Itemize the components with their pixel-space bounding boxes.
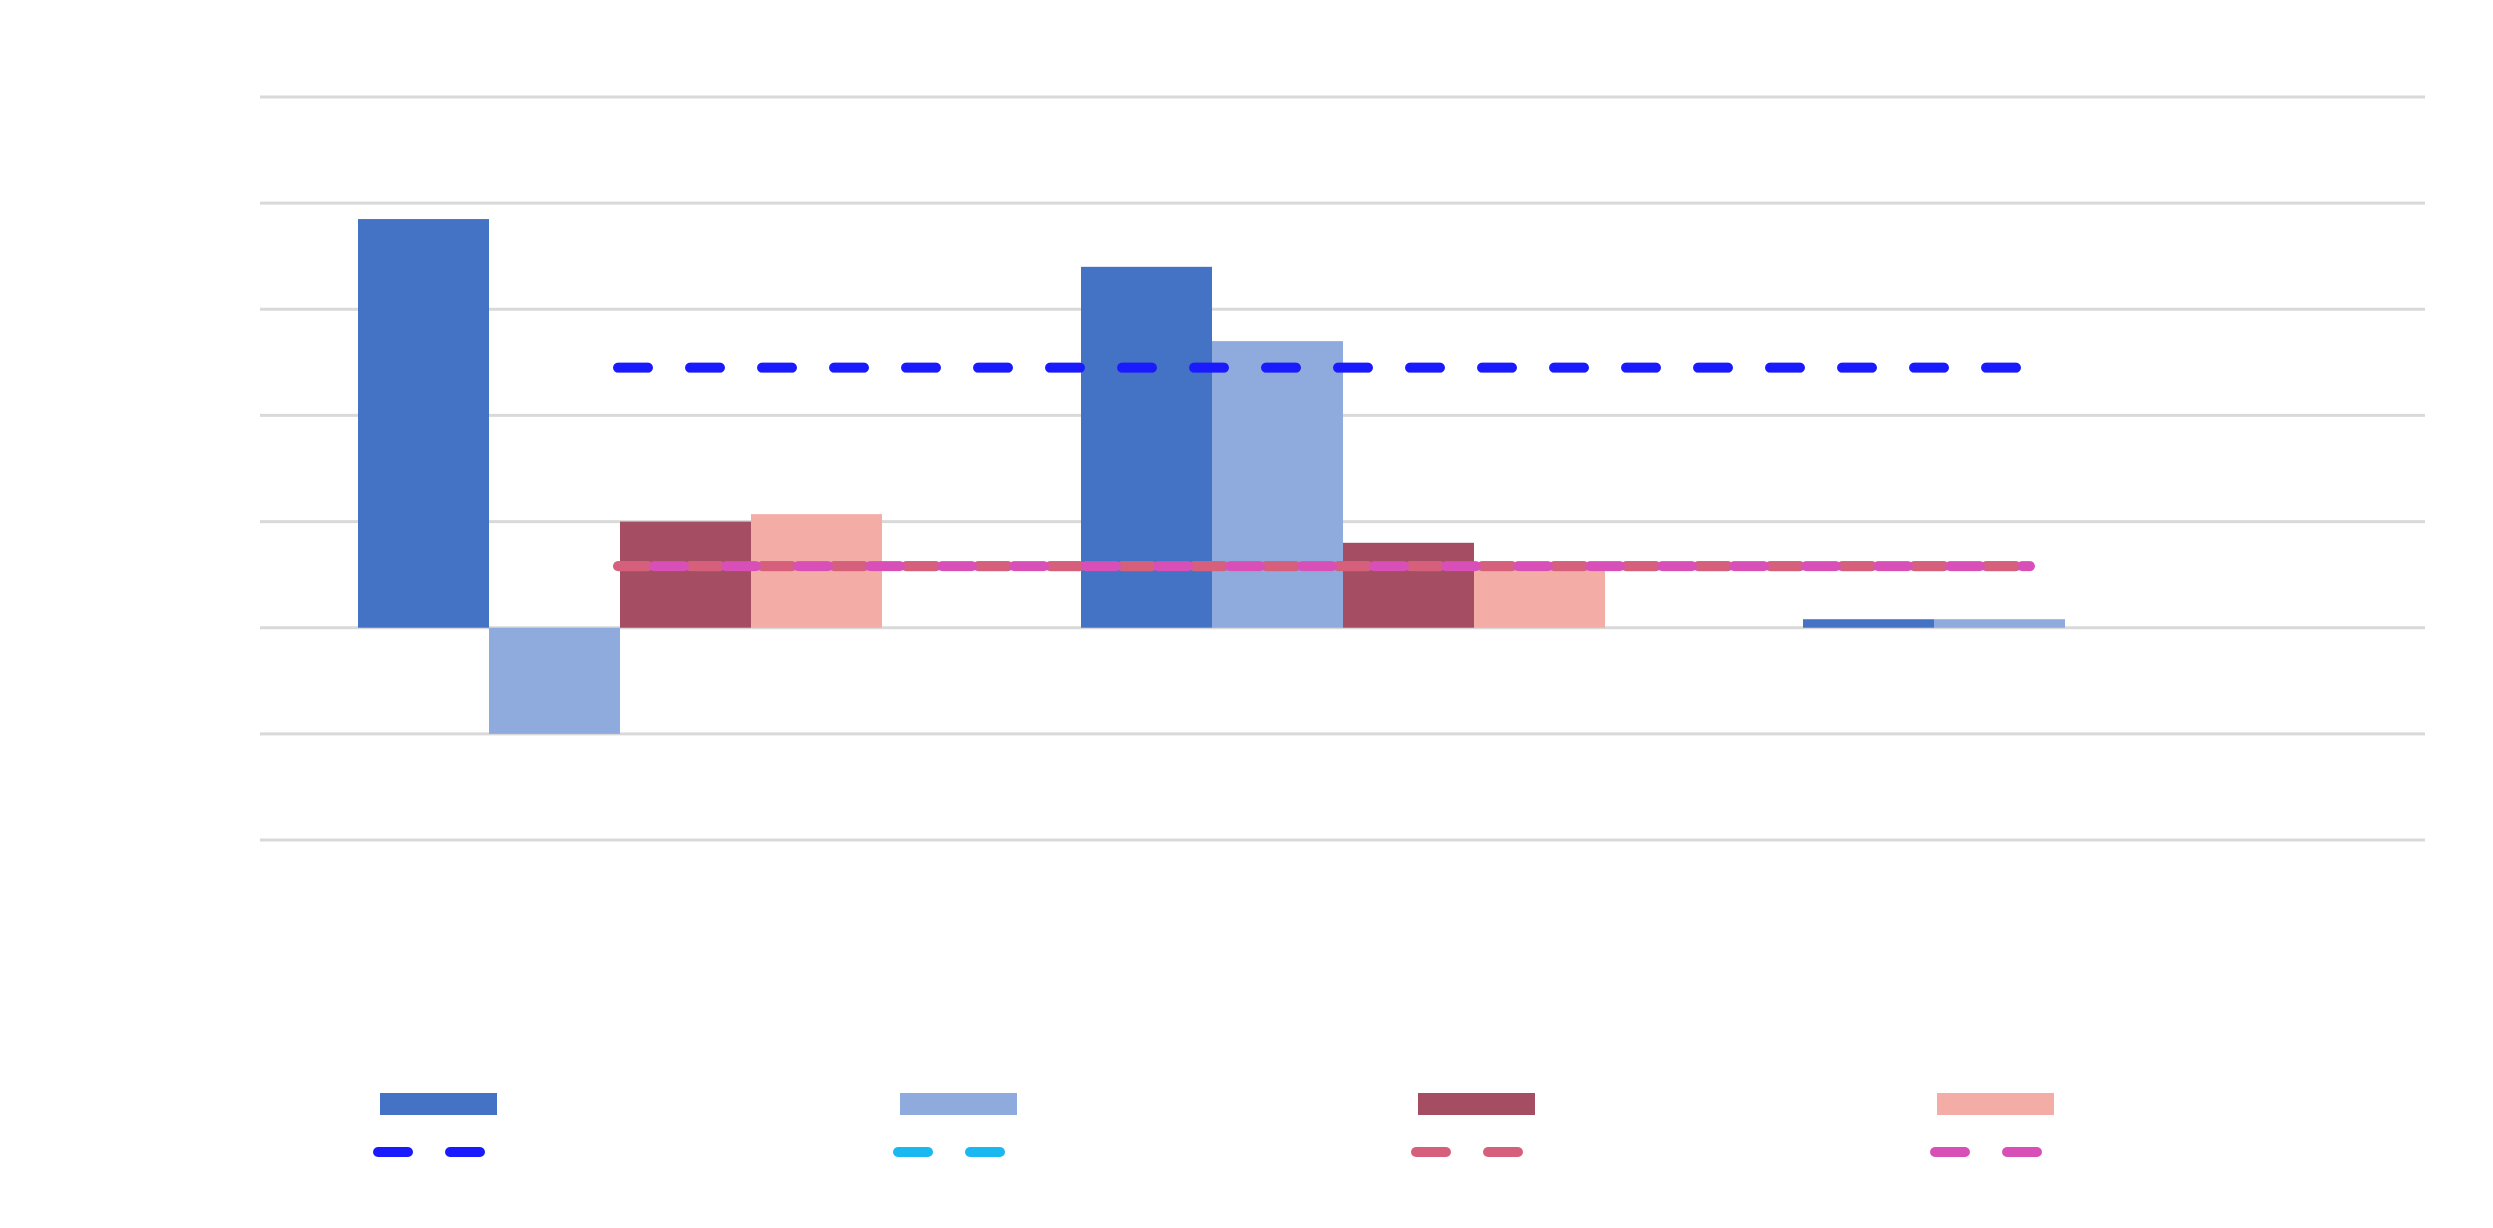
bar-series-3-cat-1 xyxy=(620,521,751,628)
legend-swatch-bar-2 xyxy=(900,1093,1017,1115)
legend-swatch-bar-4 xyxy=(1937,1093,2054,1115)
legend-swatch-bar-1 xyxy=(380,1093,497,1115)
legend-swatch-bar-3 xyxy=(1418,1093,1535,1115)
bar-series-2-cat-2 xyxy=(1212,341,1343,628)
bar-series-2-cat-3 xyxy=(1934,619,2065,628)
bar-series-1-cat-3 xyxy=(1803,619,1934,628)
reference-line-layer xyxy=(613,362,2035,572)
bar-series-1-cat-1 xyxy=(358,219,489,628)
bar-series-1-cat-2 xyxy=(1081,266,1212,628)
bar-series-2-cat-1 xyxy=(489,627,620,734)
bar-layer xyxy=(358,219,2065,734)
bar-series-3-cat-2 xyxy=(1343,542,1474,628)
legend xyxy=(373,1093,2057,1157)
bar-series-4-cat-2 xyxy=(1474,566,1605,628)
